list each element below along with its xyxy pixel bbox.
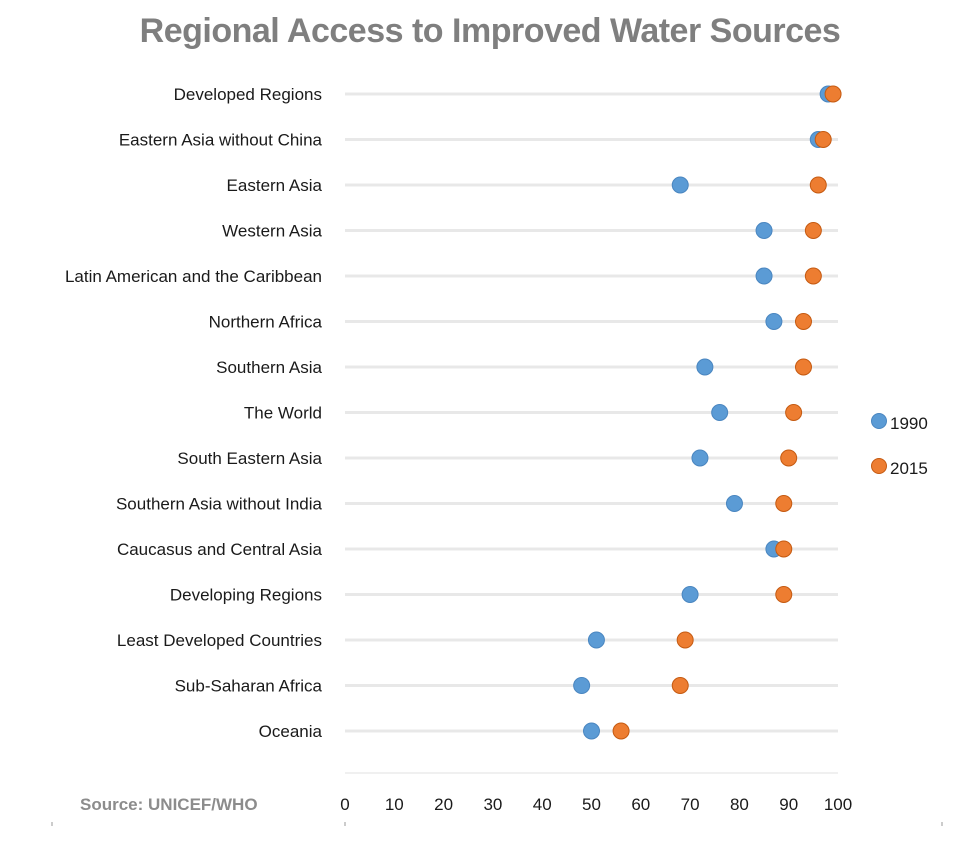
category-label: Southern Asia <box>216 358 322 377</box>
gridlines <box>345 92 838 774</box>
x-tick-label: 90 <box>779 795 798 814</box>
category-label: Developing Regions <box>170 586 322 605</box>
point-2015 <box>824 85 842 103</box>
legend-label-1990: 1990 <box>890 414 928 433</box>
category-label: Sub-Saharan Africa <box>175 677 323 696</box>
x-tick-label: 50 <box>582 795 601 814</box>
point-2015 <box>671 677 689 694</box>
point-1990 <box>755 222 773 239</box>
legend: 1990 2015 <box>871 413 928 478</box>
category-label: Latin American and the Caribbean <box>65 267 322 286</box>
category-labels: Developed Regions Eastern Asia without Ch… <box>65 85 323 741</box>
point-2015 <box>612 722 630 740</box>
point-2015 <box>809 176 827 194</box>
point-1990 <box>765 313 783 330</box>
x-tick-label: 60 <box>631 795 650 814</box>
point-1990 <box>725 495 743 512</box>
data-points <box>573 85 842 740</box>
point-2015 <box>804 222 822 239</box>
category-label: Western Asia <box>222 222 322 241</box>
point-1990 <box>681 586 699 603</box>
x-tick-label: 100 <box>824 795 852 814</box>
x-tick-label: 0 <box>340 795 349 814</box>
x-tick-label: 40 <box>533 795 552 814</box>
point-1990 <box>691 449 709 467</box>
point-2015 <box>785 404 803 421</box>
legend-label-2015: 2015 <box>890 459 928 478</box>
point-1990 <box>583 722 600 740</box>
point-2015 <box>794 358 812 376</box>
point-2015 <box>804 267 822 285</box>
point-1990 <box>696 358 714 376</box>
category-label: Northern Africa <box>209 313 323 332</box>
point-1990 <box>587 631 605 649</box>
point-2015 <box>794 313 812 330</box>
source-note: Source: UNICEF/WHO <box>80 795 258 814</box>
category-label: Least Developed Countries <box>117 631 322 650</box>
x-tick-label: 10 <box>385 795 404 814</box>
x-axis: 0 10 20 30 40 50 60 70 80 90 100 <box>51 795 943 826</box>
point-1990 <box>711 404 729 421</box>
category-label: Eastern Asia without China <box>119 131 323 150</box>
category-label: Eastern Asia <box>227 176 323 195</box>
category-label: The World <box>244 404 322 423</box>
point-2015 <box>780 449 798 467</box>
point-1990 <box>671 176 689 194</box>
point-1990 <box>755 267 773 285</box>
point-2015 <box>775 586 793 603</box>
category-label: Developed Regions <box>174 85 322 104</box>
category-label: Oceania <box>259 722 323 741</box>
point-2015 <box>775 495 793 512</box>
category-label: South Eastern Asia <box>177 449 322 468</box>
x-tick-label: 20 <box>434 795 453 814</box>
x-tick-label: 80 <box>730 795 749 814</box>
point-2015 <box>775 540 793 558</box>
category-label: Southern Asia without India <box>116 495 323 514</box>
category-label: Caucasus and Central Asia <box>117 540 323 559</box>
legend-marker-1990 <box>871 413 887 429</box>
point-2015 <box>814 131 832 148</box>
point-1990 <box>573 677 591 694</box>
x-tick-label: 70 <box>681 795 700 814</box>
legend-marker-2015 <box>871 458 887 474</box>
chart-title: Regional Access to Improved Water Source… <box>139 12 841 50</box>
x-tick-label: 30 <box>483 795 502 814</box>
point-2015 <box>676 631 694 649</box>
